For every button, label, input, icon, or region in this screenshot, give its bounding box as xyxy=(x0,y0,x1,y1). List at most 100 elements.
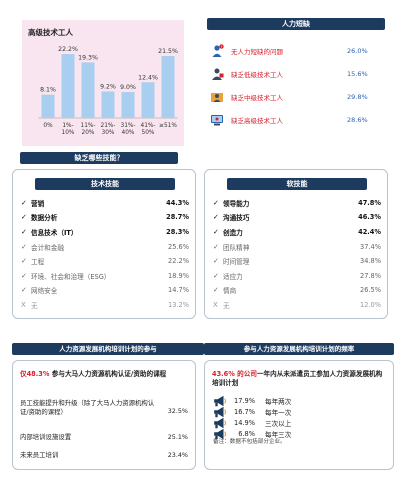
technical-skill-row: X 无 13.2% xyxy=(21,298,189,312)
participation-lead-text: 参与大马人力资源机构认证/资助的课程 xyxy=(49,370,167,378)
check-icon: ✓ xyxy=(213,228,219,237)
technical-skills-panel: 技术技能 ✓ 营销 44.3% ✓ 数据分析 28.7% ✓ 信息技术（IT） 28.3% ✓ 会计… xyxy=(12,169,196,319)
manpower-header: 人力短缺 xyxy=(207,18,385,30)
technical-skill-row: ✓ 信息技术（IT） 28.3% xyxy=(21,225,189,239)
frequency-value: 16.7% xyxy=(234,408,255,416)
megaphone-icon xyxy=(214,395,227,407)
bar-value-label: 12.4% xyxy=(138,74,158,81)
bar xyxy=(101,91,115,118)
x-tick-label: 21%-30% xyxy=(101,123,116,136)
technical-skill-label: 信息技术（IT） xyxy=(31,229,78,238)
soft-skill-label: 领导能力 xyxy=(223,199,250,208)
bar xyxy=(161,56,175,118)
manpower-label: 缺乏中级技术工人 xyxy=(231,94,283,102)
bar-value-label: 19.3% xyxy=(78,54,98,61)
frequency-value: 6.8% xyxy=(238,430,255,438)
participation-label: 员工技能提升和升级（除了大马人力资源机构认证/资助的课程） xyxy=(20,399,155,416)
check-icon: ✓ xyxy=(21,286,27,295)
frequency-highlight: 43.6% 的公司 xyxy=(212,370,257,378)
soft-skills-panel: 软技能 ✓ 领导能力 47.8% ✓ 沟通技巧 46.3% ✓ 创造力 42.4% ✓ 团队精神 37… xyxy=(204,169,388,319)
technical-skill-row: ✓ 环境、社会和治理（ESG） 18.9% xyxy=(21,269,189,283)
participation-label: 未来员工培训 xyxy=(20,451,59,459)
check-icon: ✓ xyxy=(21,271,27,280)
soft-skill-row: ✓ 情商 26.5% xyxy=(213,284,381,298)
participation-row: 内部培训设施设置 25.1% xyxy=(20,433,188,442)
frequency-row: 14.9% 三次以上 xyxy=(213,417,291,429)
soft-skill-row: ✓ 创造力 42.4% xyxy=(213,225,381,239)
technical-skill-row: ✓ 会计和金融 25.6% xyxy=(21,240,189,254)
technical-skill-value: 13.2% xyxy=(168,301,189,310)
frequency-row: 16.7% 每年一次 xyxy=(213,406,291,418)
soft-skill-value: 42.4% xyxy=(358,228,381,237)
check-icon: ✓ xyxy=(213,271,219,280)
technical-skill-value: 28.7% xyxy=(166,213,189,222)
bar-value-label: 22.2% xyxy=(58,46,78,53)
manpower-row: 缺乏高级技术工人 28.6% xyxy=(207,109,385,131)
manpower-value: 28.6% xyxy=(347,116,368,124)
soft-skill-row: ✓ 团队精神 37.4% xyxy=(213,240,381,254)
frequency-lead: 43.6% 的公司一年内从未派遣员工参加人力资源发展机构培训计划 xyxy=(212,370,384,388)
technical-skill-value: 22.2% xyxy=(168,257,189,266)
check-icon: ✓ xyxy=(21,257,27,266)
soft-skill-value: 12.0% xyxy=(360,301,381,310)
technical-skill-value: 18.9% xyxy=(168,271,189,280)
technical-skill-label: 工程 xyxy=(31,258,45,267)
training-frequency-panel: 43.6% 的公司一年内从未派遣员工参加人力资源发展机构培训计划 17.9% 每年… xyxy=(204,360,394,470)
frequency-label: 每年两次 xyxy=(265,398,292,406)
technical-skill-label: 环境、社会和治理（ESG） xyxy=(31,272,111,281)
chart-panel: 8.1% 0% 22.2% 1%-10% 19.3% 11%-20% 9.2% 21%-30%… xyxy=(22,20,184,146)
check-icon: ✓ xyxy=(213,198,219,207)
megaphone-icon xyxy=(214,428,227,440)
manpower-row: 缺乏低级技术工人 15.6% xyxy=(207,63,385,85)
participation-row: 未来员工培训 23.4% xyxy=(20,451,188,460)
manpower-value: 15.6% xyxy=(347,70,368,78)
soft-skill-value: 26.5% xyxy=(360,286,381,295)
manpower-label: 缺乏高级技术工人 xyxy=(231,117,283,125)
training-participation-header: 人力资源发展机构培训计划的参与 xyxy=(12,343,204,355)
svg-text:?: ? xyxy=(221,45,223,49)
cross-icon: X xyxy=(21,301,26,310)
technical-skill-row: ✓ 数据分析 28.7% xyxy=(21,211,189,225)
chart-title: 高级技术工人 xyxy=(28,28,73,37)
participation-lead: 仅48.3% 参与大马人力资源机构认证/资助的课程 xyxy=(20,370,170,379)
mid-skill-worker-icon xyxy=(209,89,225,105)
bar xyxy=(61,54,75,118)
soft-skill-label: 团队精神 xyxy=(223,243,250,252)
soft-skill-value: 37.4% xyxy=(360,242,381,251)
soft-skill-label: 情商 xyxy=(223,287,237,296)
skills-header: 缺乏哪些技能？ xyxy=(20,152,178,164)
soft-skill-label: 无 xyxy=(223,302,230,311)
technical-skill-label: 无 xyxy=(31,302,38,311)
bar-value-label: 9.2% xyxy=(100,84,116,91)
technical-skill-row: ✓ 网络安全 14.7% xyxy=(21,284,189,298)
frequency-label: 三次以上 xyxy=(265,420,292,428)
soft-skill-row: ✓ 领导能力 47.8% xyxy=(213,196,381,210)
check-icon: ✓ xyxy=(21,228,27,237)
technical-skill-value: 28.3% xyxy=(166,228,189,237)
manpower-value: 26.0% xyxy=(347,47,368,55)
technical-skill-label: 网络安全 xyxy=(31,287,58,296)
soft-skill-row: ✓ 沟通技巧 46.3% xyxy=(213,211,381,225)
low-skill-worker-icon xyxy=(209,66,225,82)
soft-skill-label: 适应力 xyxy=(223,272,243,281)
frequency-row: 6.8% 每年三次 xyxy=(213,428,291,440)
x-tick-label: ≥51% xyxy=(159,123,177,129)
participation-highlight: 仅48.3% xyxy=(20,370,50,378)
training-participation-panel: 仅48.3% 参与大马人力资源机构认证/资助的课程 员工技能提升和升级（除了大马… xyxy=(12,360,196,470)
x-tick-label: 0% xyxy=(43,123,53,129)
person-question-icon: ? xyxy=(209,43,225,59)
cross-icon: X xyxy=(213,301,218,310)
soft-skill-row: ✓ 适应力 27.8% xyxy=(213,269,381,283)
bar xyxy=(141,82,155,118)
training-frequency-header: 参与人力资源发展机构培训计划的频率 xyxy=(204,343,394,355)
technical-skill-row: ✓ 营销 44.3% xyxy=(21,196,189,210)
technical-skill-value: 25.6% xyxy=(168,242,189,251)
frequency-lead-text: 一年内从未派遣员工参加人力资源发展机构培训计划 xyxy=(212,370,383,387)
check-icon: ✓ xyxy=(21,213,27,222)
manpower-label: 无人力短缺的问题 xyxy=(231,48,283,56)
soft-skill-row: ✓ 时间管理 34.8% xyxy=(213,254,381,268)
check-icon: ✓ xyxy=(21,198,27,207)
soft-skill-value: 46.3% xyxy=(358,213,381,222)
participation-row: 员工技能提升和升级（除了大马人力资源机构认证/资助的课程） 32.5% xyxy=(20,399,188,416)
check-icon: ✓ xyxy=(213,286,219,295)
